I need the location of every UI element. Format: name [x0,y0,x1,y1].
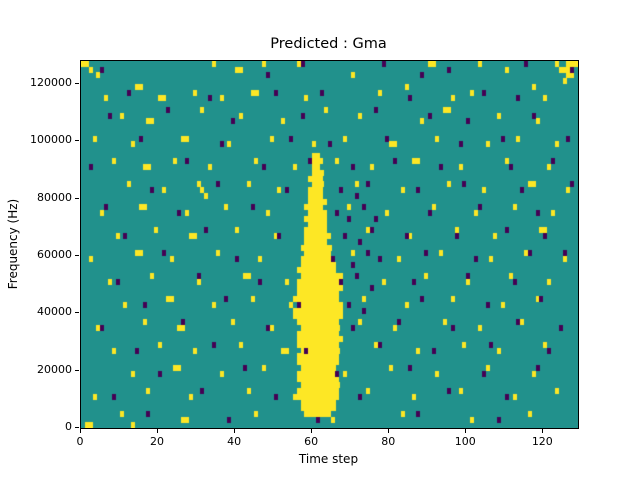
plot-area [80,60,579,429]
y-tick-mark [75,369,79,371]
chart-title: Predicted : Gma [270,36,387,52]
x-tick-label: 80 [381,435,396,448]
y-tick-label: 100000 [30,133,72,147]
y-tick-mark [75,312,79,314]
x-tick-mark [311,429,313,433]
x-tick-label: 100 [454,435,476,448]
x-tick-label: 120 [531,435,553,448]
y-tick-mark [75,140,79,142]
x-tick-mark [388,429,390,433]
y-tick-label: 0 [65,420,72,433]
x-tick-label: 0 [76,435,84,448]
x-axis-label: Time step [298,452,359,466]
x-tick-label: 60 [304,435,319,448]
y-tick-mark [75,197,79,199]
x-tick-label: 40 [227,435,242,448]
y-tick-label: 60000 [37,247,72,261]
heatmap-canvas [81,61,578,428]
x-tick-mark [157,429,159,433]
y-tick-mark [75,427,79,428]
y-tick-mark [75,254,79,256]
y-tick-mark [75,82,79,84]
x-tick-label: 20 [150,435,165,448]
x-tick-mark [465,429,467,433]
y-tick-label: 40000 [37,305,72,319]
x-tick-mark [234,429,236,433]
y-tick-label: 120000 [30,75,72,89]
x-tick-mark [80,429,81,433]
y-tick-label: 80000 [37,190,72,204]
y-tick-label: 20000 [37,362,72,376]
x-tick-mark [542,429,544,433]
